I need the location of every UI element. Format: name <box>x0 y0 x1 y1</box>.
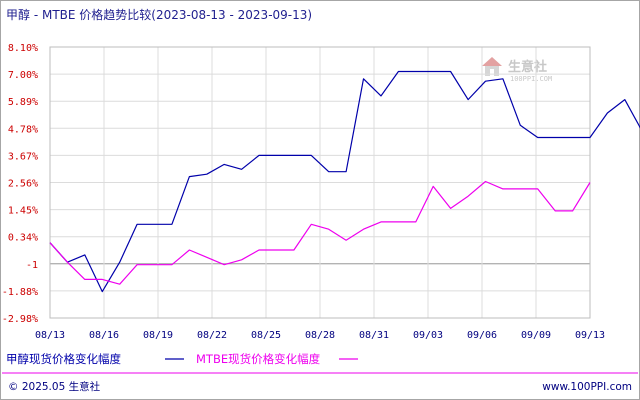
house-logo-icon <box>482 57 502 76</box>
x-tick-label: 09/06 <box>467 330 497 341</box>
y-tick-label: -1 <box>26 260 38 271</box>
x-tick-label: 08/13 <box>35 330 65 341</box>
y-tick-label: -1.88% <box>2 287 38 298</box>
x-tick-label: 08/28 <box>305 330 335 341</box>
grid-lines <box>49 46 591 319</box>
legend-label-methanol: 甲醇现货价格变化幅度 <box>6 352 121 366</box>
legend: 甲醇现货价格变化幅度 MTBE现货价格变化幅度 <box>6 352 358 366</box>
series-line-1 <box>49 180 591 285</box>
x-tick-label: 08/25 <box>251 330 281 341</box>
y-tick-label: 4.78% <box>8 124 38 135</box>
page-title: 甲醇 - MTBE 价格趋势比较(2023-08-13 - 2023-09-13… <box>6 8 313 22</box>
y-tick-label: 7.00% <box>8 70 38 81</box>
watermark-name: 生意社 <box>508 59 547 75</box>
series-lines <box>49 70 640 293</box>
legend-label-mtbe: MTBE现货价格变化幅度 <box>196 352 321 366</box>
series-line-0 <box>49 70 640 293</box>
x-tick-label: 08/19 <box>143 330 173 341</box>
x-tick-label: 09/13 <box>575 330 605 341</box>
x-tick-label: 08/22 <box>197 330 227 341</box>
y-tick-label: 8.10% <box>8 43 38 54</box>
y-tick-label: 3.67% <box>8 151 38 162</box>
watermark-url: 100PPI.COM <box>510 75 552 83</box>
x-tick-label: 09/03 <box>413 330 443 341</box>
y-tick-label: -2.98% <box>2 314 38 325</box>
y-tick-label: 1.45% <box>8 206 38 217</box>
x-tick-label: 08/16 <box>89 330 119 341</box>
y-tick-label: 2.56% <box>8 179 38 190</box>
footer-site-link[interactable]: www.100PPI.com <box>542 381 632 393</box>
x-tick-label: 09/09 <box>521 330 551 341</box>
y-axis-ticks: 8.10% 7.00% 5.89% 4.78% 3.67% 2.56% 1.45% 0.34%… <box>2 43 38 325</box>
x-axis-ticks: 08/13 08/16 08/19 08/22 08/25 08/28 08/31 09/03… <box>35 330 605 341</box>
x-tick-label: 08/31 <box>359 330 389 341</box>
footer-copyright: © 2025.05 生意社 <box>8 380 101 393</box>
y-tick-label: 5.89% <box>8 97 38 108</box>
watermark-logo: 生意社 100PPI.COM <box>482 57 552 83</box>
y-tick-label: 0.34% <box>8 233 38 244</box>
